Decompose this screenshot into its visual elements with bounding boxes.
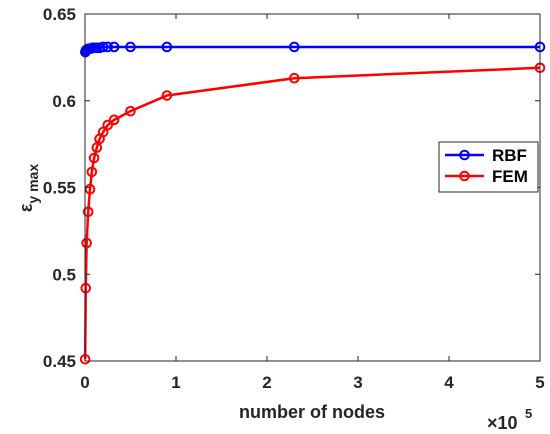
data-point-fem [86, 166, 98, 178]
ticks-layer: 0 1 2 3 4 5 0.45 0.5 0.55 0.6 0.65 [43, 5, 545, 392]
svg-text:5: 5 [525, 406, 532, 421]
data-point-fem [125, 105, 136, 117]
legend-label-rbf: RBF [492, 146, 527, 165]
data-point-fem [80, 282, 92, 294]
legend-box [438, 141, 539, 193]
data-point-fem [161, 90, 173, 101]
y-axis-title-sub: y max [25, 164, 41, 204]
y-tick-label: 0.5 [52, 265, 76, 284]
y-tick-label: 0.45 [43, 352, 76, 371]
data-point-rbf [125, 41, 136, 53]
legend-marker-fem [459, 170, 470, 182]
x-tick-label: 3 [353, 373, 362, 392]
y-tick-label: 0.65 [43, 5, 76, 24]
data-point-rbf [102, 41, 114, 53]
data-point-fem [88, 152, 100, 164]
x-tick-label: 0 [80, 373, 89, 392]
x-axis-title: number of nodes [239, 402, 385, 422]
y-axis-title-main: ε [16, 203, 36, 212]
x-tick-label: 4 [444, 373, 454, 392]
svg-text:εy max: εy max [16, 164, 41, 212]
y-axis-title: εy max [16, 164, 41, 212]
x-tick-label: 1 [171, 373, 180, 392]
y-tick-label: 0.6 [52, 92, 76, 111]
legend-marker-rbf [459, 149, 470, 161]
data-point-rbf [161, 41, 173, 53]
data-point-fem [81, 237, 92, 249]
y-tick-label: 0.55 [43, 179, 76, 198]
x-tick-label: 5 [535, 373, 544, 392]
legend-label-fem: FEM [492, 167, 528, 186]
data-point-fem [289, 72, 300, 84]
data-point-fem [82, 206, 94, 218]
svg-text:×10: ×10 [487, 413, 518, 433]
legend: RBF FEM [438, 141, 539, 193]
data-point-rbf [108, 41, 120, 53]
data-point-fem [102, 119, 114, 131]
x-tick-label: 2 [262, 373, 271, 392]
data-point-rbf [289, 41, 300, 53]
data-point-fem [108, 114, 120, 126]
data-point-rbf [97, 41, 109, 53]
x-exponent-label: ×10 5 [487, 406, 532, 433]
data-point-fem [84, 183, 96, 195]
